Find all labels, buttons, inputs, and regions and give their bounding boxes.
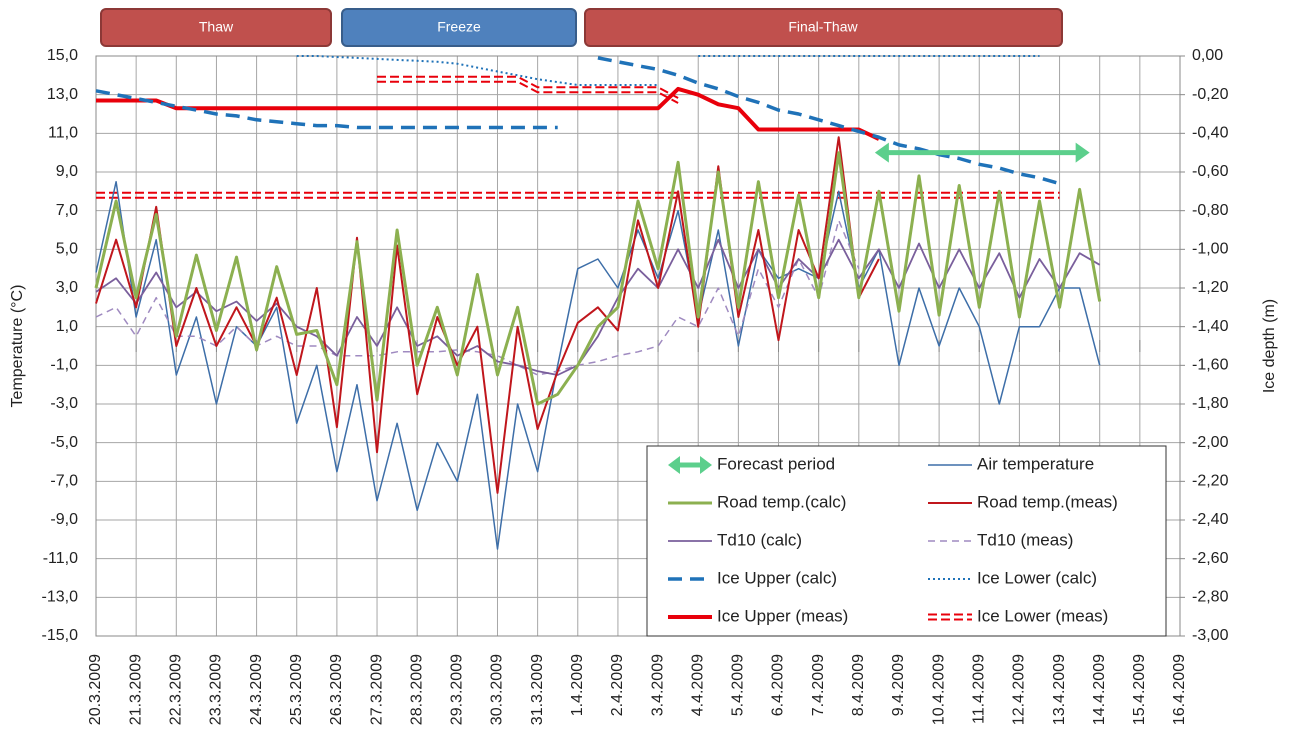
phases: Thaw Freeze Final-Thaw: [100, 8, 1063, 47]
x-tick-label: 9.4.2009: [890, 654, 907, 716]
y-tick-label: -5,0: [50, 434, 78, 451]
x-tick-label: 25.3.2009: [288, 654, 305, 725]
phase-label: Thaw: [199, 19, 234, 35]
y-tick-label: 5,0: [56, 241, 78, 258]
x-tick-label: 28.3.2009: [408, 654, 425, 725]
x-tick-label: 5.4.2009: [730, 654, 747, 716]
y2-tick-label: -2,60: [1192, 550, 1229, 567]
y-tick-label: 13,0: [47, 86, 78, 103]
legend-box: [646, 445, 1167, 637]
phase-label: Final-Thaw: [788, 19, 858, 35]
y-tick-label: 1,0: [56, 318, 78, 335]
series-line: [95, 136, 880, 494]
x-tick-label: 11.4.2009: [970, 654, 987, 724]
y2-tick-label: 0,00: [1192, 47, 1223, 64]
phase-box: [341, 8, 577, 47]
x-tick-label: 16.4.2009: [1171, 654, 1188, 725]
y-tick-label: -3,0: [50, 395, 78, 412]
y2-tick-label: -1,20: [1192, 279, 1229, 296]
y2-axis-title: Ice depth (m): [1261, 299, 1278, 393]
y2-tick-label: -3,00: [1192, 627, 1229, 644]
series-line: [95, 219, 860, 376]
series-line: [96, 86, 880, 141]
x-tick-label: 24.3.2009: [248, 654, 265, 725]
x-tick-label: 13.4.2009: [1051, 654, 1068, 725]
arrow-head: [874, 142, 889, 163]
phase-box: [584, 8, 1063, 47]
series-line: [296, 55, 1040, 86]
y-tick-label: 15,0: [47, 47, 78, 64]
y2-tick-label: -1,40: [1192, 318, 1229, 335]
phase-label: Freeze: [437, 19, 481, 35]
x-tick-label: 4.4.2009: [689, 654, 706, 716]
y2-tick-label: -1,00: [1192, 241, 1229, 258]
legend-swatch: [668, 456, 680, 474]
legend-label: Road temp.(calc): [717, 492, 846, 511]
y2-tick-label: -0,40: [1192, 125, 1229, 142]
y2-tick-label: -2,20: [1192, 473, 1229, 490]
x-tick-label: 14.4.2009: [1091, 654, 1108, 725]
legend: Forecast period Air temperature Road temp.…: [646, 445, 1167, 637]
series-line: [95, 56, 1061, 186]
x-tick-label: 8.4.2009: [850, 654, 867, 716]
x-tick-label: 26.3.2009: [328, 654, 345, 725]
x-tick-label: 12.4.2009: [1011, 654, 1028, 725]
y2-tick-label: -2,40: [1192, 511, 1229, 528]
x-tick-label: 6.4.2009: [770, 654, 787, 716]
x-tick-label: 22.3.2009: [168, 654, 185, 725]
y-tick-label: -13,0: [42, 589, 79, 606]
x-tick-label: 10.4.2009: [930, 654, 947, 725]
x-tick-label: 2.4.2009: [609, 654, 626, 716]
x-tick-label: 29.3.2009: [449, 654, 466, 725]
y-tick-label: -7,0: [50, 473, 78, 490]
legend-swatch: [700, 456, 712, 474]
y2-tick-label: -0,20: [1192, 86, 1229, 103]
y2-tick-label: -2,00: [1192, 434, 1229, 451]
y2-tick-label: -1,80: [1192, 395, 1229, 412]
y-tick-label: 7,0: [56, 202, 78, 219]
y-tick-label: -11,0: [43, 550, 78, 567]
legend-label: Ice Lower (meas): [977, 606, 1108, 625]
x-tick-label: 30.3.2009: [489, 654, 506, 725]
series-line: [94, 151, 1102, 406]
x-tick-label: 23.3.2009: [208, 654, 225, 725]
series-line: [95, 180, 1101, 550]
y2-tick-label: -1,60: [1192, 357, 1229, 374]
series-line: [377, 75, 679, 99]
y2-tick-label: -0,60: [1192, 163, 1229, 180]
legend-label: Td10 (calc): [717, 530, 802, 549]
x-tick-label: 3.4.2009: [649, 654, 666, 716]
arrow-head: [1075, 142, 1090, 163]
y2-tick-label: -0,80: [1192, 202, 1229, 219]
legend-label: Ice Upper (meas): [717, 606, 848, 625]
phase-box: [100, 8, 332, 47]
legend-label: Ice Lower (calc): [977, 568, 1097, 587]
y-tick-label: 9,0: [56, 163, 78, 180]
legend-label: Ice Upper (calc): [717, 568, 837, 587]
x-tick-label: 15.4.2009: [1131, 654, 1148, 725]
y-axis-title: Temperature (°C): [9, 285, 26, 408]
y-tick-label: -15,0: [42, 627, 79, 644]
legend-label: Road temp.(meas): [977, 492, 1118, 511]
series-line: [377, 80, 679, 104]
x-tick-label: 1.4.2009: [569, 654, 586, 716]
y-tick-label: 11,0: [48, 125, 78, 142]
x-tick-label: 7.4.2009: [810, 654, 827, 716]
legend-label: Forecast period: [717, 454, 835, 473]
x-tick-label: 21.3.2009: [127, 654, 144, 725]
y2-tick-label: -2,80: [1192, 589, 1229, 606]
y-tick-label: -1,0: [50, 357, 78, 374]
x-tick-label: 20.3.2009: [87, 654, 104, 725]
legend-label: Air temperature: [977, 454, 1094, 473]
y-tick-label: 3,0: [56, 279, 78, 296]
x-tick-label: 27.3.2009: [368, 654, 385, 725]
plot-border: [95, 55, 1181, 637]
y-tick-label: -9,0: [50, 511, 78, 528]
x-tick-label: 31.3.2009: [529, 654, 546, 725]
legend-label: Td10 (meas): [977, 530, 1073, 549]
